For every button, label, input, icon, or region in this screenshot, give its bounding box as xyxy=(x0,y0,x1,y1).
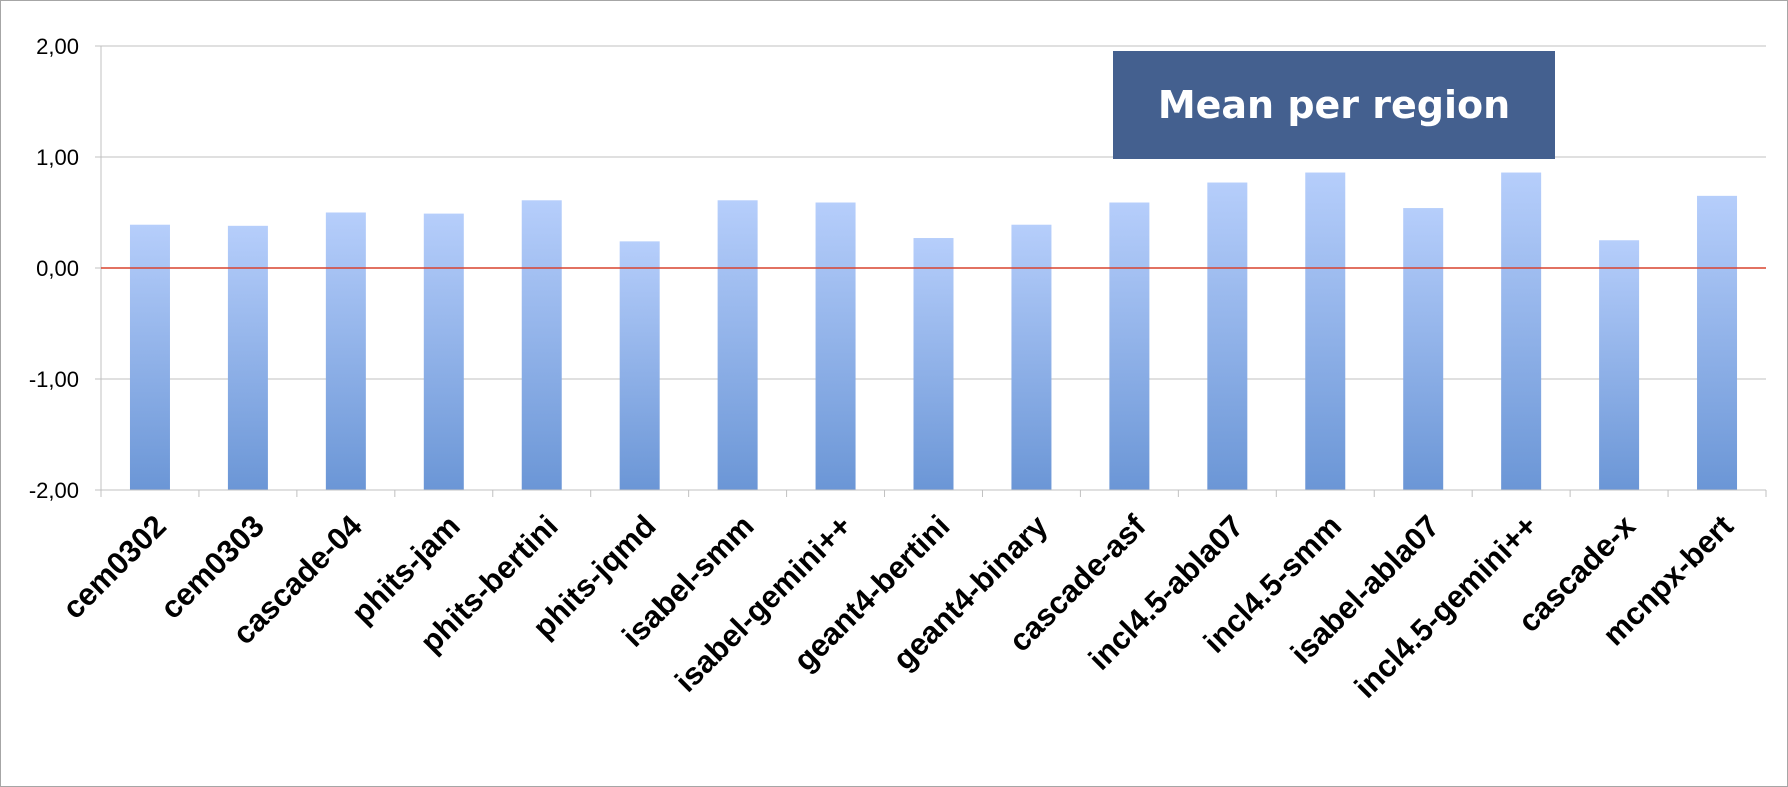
bar xyxy=(1305,172,1346,491)
bar xyxy=(1011,224,1052,490)
y-tick-label: -2,00 xyxy=(29,478,79,503)
bar xyxy=(1697,195,1738,490)
y-tick-label: 1,00 xyxy=(36,145,79,170)
x-tick-label: cem0302 xyxy=(56,508,173,625)
bar xyxy=(1599,240,1640,490)
x-tick-label: isabel-gemini++ xyxy=(668,508,858,698)
bar xyxy=(1501,172,1542,491)
bar xyxy=(1403,208,1444,490)
bar xyxy=(227,225,268,490)
bar xyxy=(1109,202,1150,490)
bar xyxy=(129,224,170,490)
bar xyxy=(521,200,562,491)
y-tick-label: -1,00 xyxy=(29,367,79,392)
bar xyxy=(325,212,366,490)
y-tick-label: 2,00 xyxy=(36,34,79,59)
chart-title: Mean per region xyxy=(1113,51,1555,159)
x-tick-label: incl4.5-gemini++ xyxy=(1348,508,1545,705)
bar xyxy=(619,241,660,490)
bar xyxy=(1207,182,1248,490)
bar xyxy=(423,213,464,491)
bar xyxy=(815,202,856,490)
bar xyxy=(717,200,758,491)
bar xyxy=(913,238,954,490)
y-tick-label: 0,00 xyxy=(36,256,79,281)
